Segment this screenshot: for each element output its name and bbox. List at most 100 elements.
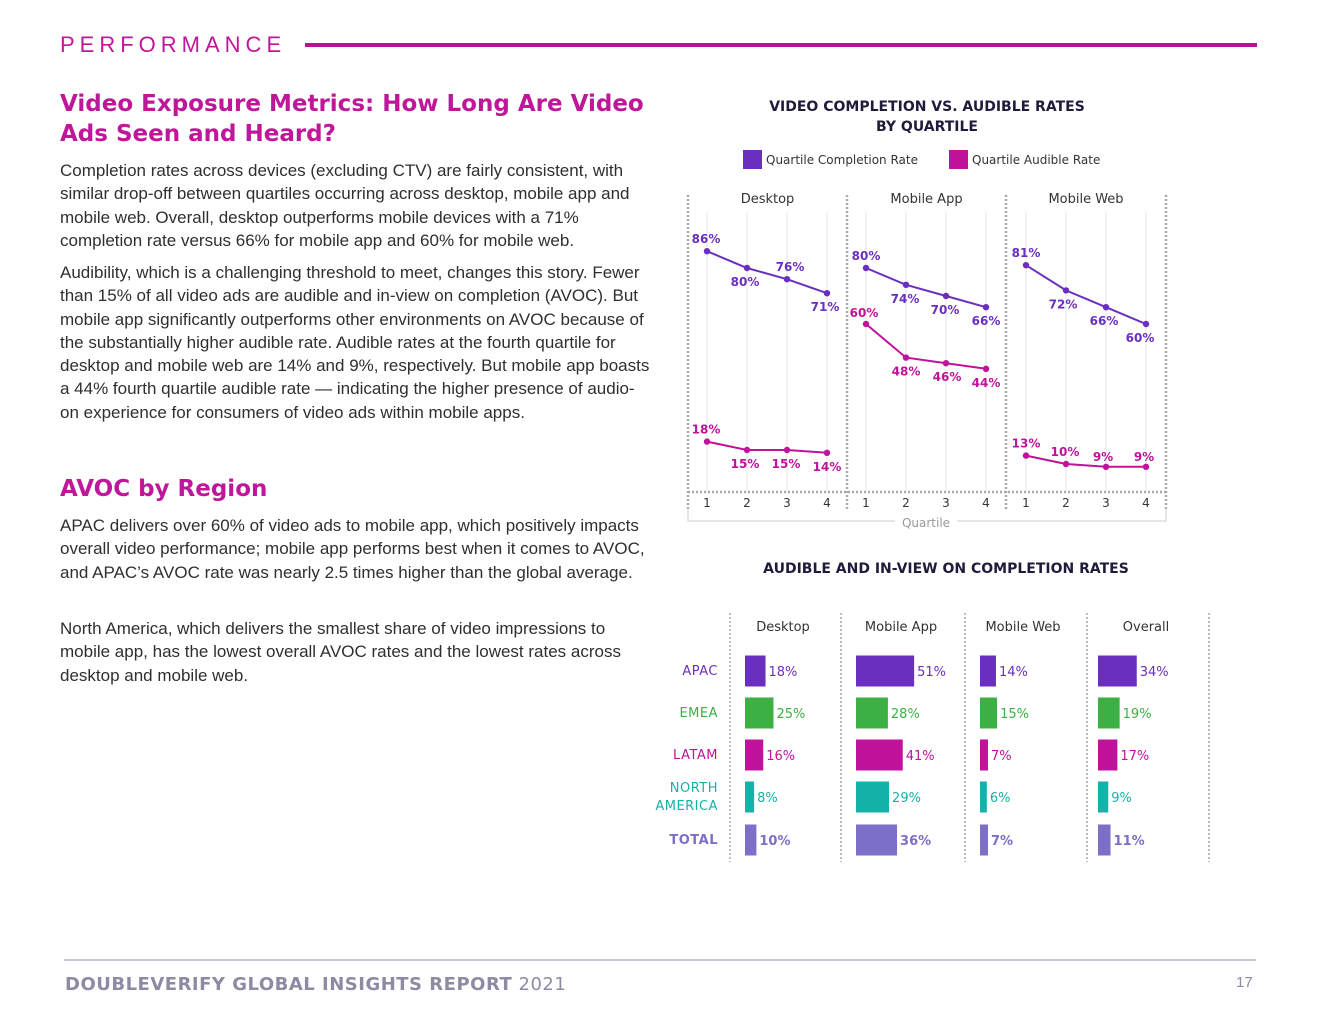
x-tick-label: 4 [823,496,831,510]
group-header-overall: Overall [1123,620,1169,635]
x-tick-label: 1 [703,496,711,510]
bar [1098,739,1118,771]
data-label: 66% [1090,314,1119,328]
bar [980,739,988,771]
bar-value-label: 16% [766,749,795,764]
footer-report-year: 2021 [512,974,567,995]
data-point [823,449,831,456]
x-tick-label: 3 [1102,496,1110,510]
data-label: 80% [852,249,881,263]
bar-value-label: 11% [1114,834,1145,849]
data-label: 10% [1051,445,1080,459]
data-label: 46% [933,370,962,384]
series-line-completion [865,267,987,309]
group-header-mobile-web: Mobile Web [985,620,1060,635]
completion-paragraph: Completion rates across devices (excludi… [60,161,630,250]
data-point [902,354,910,361]
bar-value-label: 15% [1000,707,1029,722]
bar [1098,655,1137,687]
data-point [703,248,711,255]
bar [745,697,774,729]
footer-report-title: DOUBLEVERIFY GLOBAL INSIGHTS REPORT 2021 [65,974,566,995]
data-point [783,276,791,283]
data-point [1102,304,1110,311]
bar-value-label: 28% [891,707,920,722]
data-label: 81% [1012,246,1041,260]
bar-value-label: 36% [900,834,931,849]
bar-value-label: 9% [1111,791,1132,806]
data-point [703,438,711,445]
avoc-region-bar-chart: AUDIBLE AND IN-VIEW ON COMPLETION RATES A… [655,561,1210,862]
data-label: 13% [1012,437,1041,451]
series-line-audible [1025,454,1146,468]
bar-value-label: 10% [759,834,790,849]
panel-title-mobile-app: Mobile App [890,192,962,207]
bar-chart-title: AUDIBLE AND IN-VIEW ON COMPLETION RATES [763,561,1129,577]
data-point [1062,460,1070,468]
section-title-line-1: Video Exposure Metrics: How Long Are Vid… [60,91,644,117]
data-point [1142,463,1150,470]
bar [980,655,996,687]
x-tick-label: 1 [1022,496,1030,510]
x-tick-label: 4 [1142,496,1150,510]
panel-title-desktop: Desktop [741,192,795,207]
section-title-avoc-region: AVOC by Region [60,476,268,502]
legend-label-audible: Quartile Audible Rate [972,153,1100,167]
data-label: 48% [892,365,921,379]
data-point [783,446,791,454]
bar [856,739,903,771]
section-title-line-2: Ads Seen and Heard? [60,121,336,147]
bar [745,781,755,813]
bar [1098,824,1111,856]
x-axis-title: Quartile [902,516,950,530]
data-label: 9% [1134,450,1154,464]
data-label: 80% [731,275,760,289]
category-label-apac: APAC [682,664,718,679]
group-header-desktop: Desktop [756,620,810,635]
x-tick-label: 3 [783,496,791,510]
data-point [942,292,950,300]
bar [856,655,915,687]
bar [745,655,766,687]
data-label: 86% [692,232,721,246]
bar-value-label: 6% [990,791,1011,806]
data-label: 60% [1126,331,1155,345]
series-line-completion [1025,264,1147,325]
x-tick-label: 1 [862,496,870,510]
bar [980,824,988,856]
data-point [1022,452,1030,459]
panel-title-mobile-web: Mobile Web [1048,192,1123,207]
bar-value-label: 51% [917,665,946,680]
bar-value-label: 34% [1140,665,1169,680]
category-label-emea: EMEA [679,706,718,721]
data-point [982,365,990,372]
section-header-label: PERFORMANCE [60,32,287,57]
bar [980,697,998,729]
category-label-latam: LATAM [673,748,718,763]
bar-value-label: 25% [777,707,806,722]
bar-value-label: 29% [892,791,921,806]
data-label: 72% [1049,297,1078,311]
data-point [823,290,831,297]
data-label: 44% [972,376,1001,390]
x-tick-label: 3 [942,496,950,510]
line-chart-title-line-2: BY QUARTILE [876,119,978,135]
bar [745,739,764,771]
data-label: 15% [731,457,760,471]
data-label: 70% [931,303,960,317]
data-label: 9% [1093,450,1113,464]
apac-paragraph: APAC delivers over 60% of video ads to m… [60,516,645,582]
audibility-paragraph: Audibility, which is a challenging thres… [60,263,650,422]
category-label-north-america: NORTH [670,781,718,796]
bar-value-label: 41% [906,749,935,764]
legend-swatch-completion [743,150,762,169]
data-label: 14% [813,460,842,474]
series-line-completion [706,250,828,295]
bar [1098,781,1109,813]
page-number: 17 [1236,974,1253,991]
bar [856,824,898,856]
data-point [862,320,870,328]
bar-value-label: 7% [991,834,1013,849]
data-point [862,264,870,272]
bar-value-label: 8% [757,791,778,806]
